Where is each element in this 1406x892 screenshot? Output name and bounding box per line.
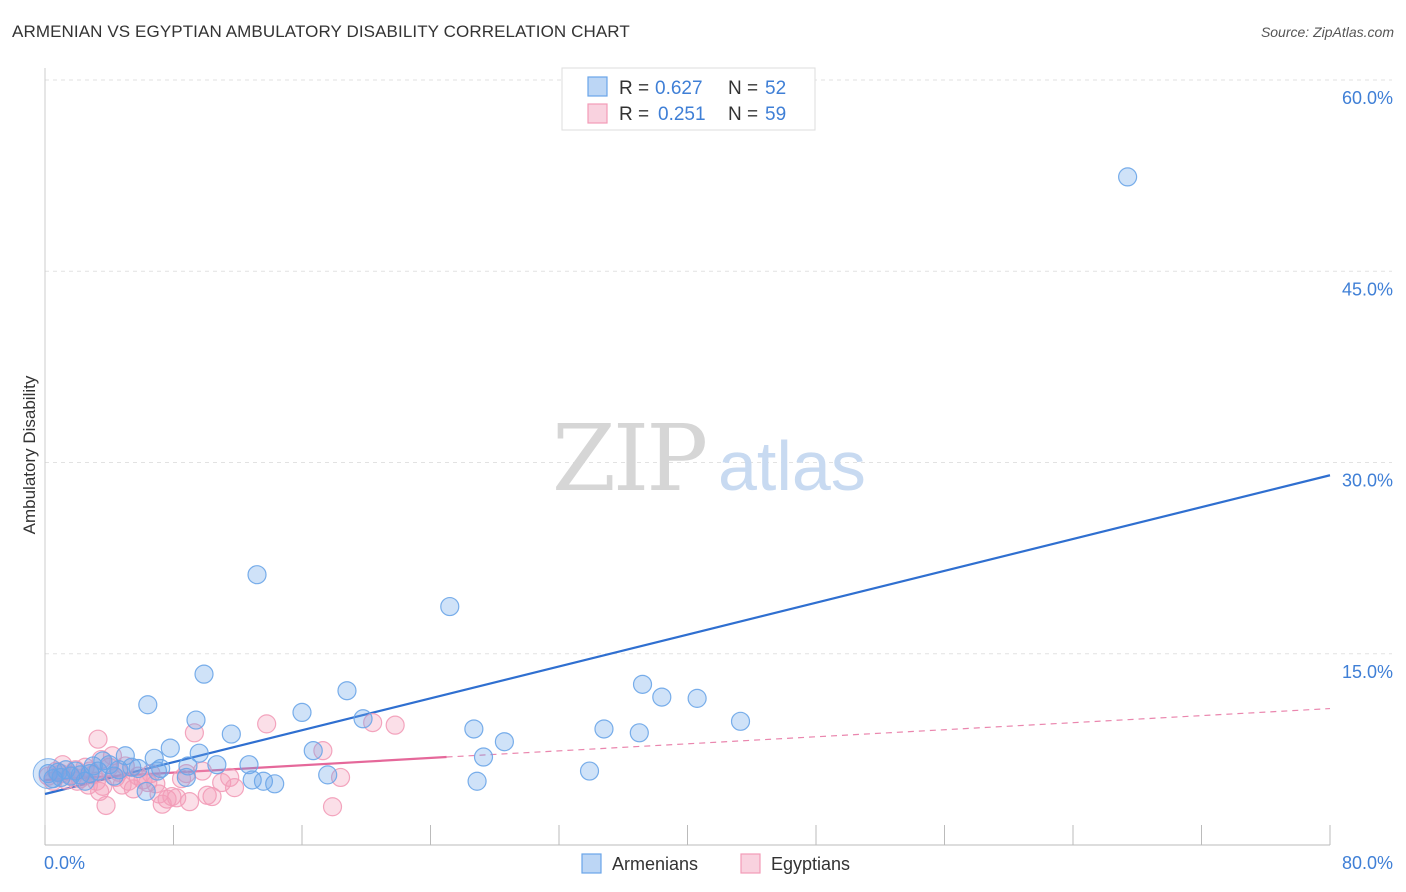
y-axis-label: Ambulatory Disability (20, 375, 39, 534)
armenians-point-54 (1118, 167, 1138, 187)
armenians-point-19 (136, 781, 156, 802)
egyptians-point-46 (322, 797, 343, 817)
armenians-point-17 (122, 757, 142, 777)
chart-title: ARMENIAN VS EGYPTIAN AMBULATORY DISABILI… (12, 22, 630, 41)
source-label: Source: ZipAtlas.com (1260, 24, 1394, 40)
armenian-points (32, 167, 1138, 802)
armenians-point-47 (579, 761, 600, 781)
armenians-point-48 (594, 719, 614, 739)
grid-lines (45, 79, 1392, 655)
armenians-point-22 (147, 761, 168, 781)
egyptians-point-42 (220, 767, 240, 788)
armenians-point-34 (247, 565, 267, 585)
armenians-point-50 (632, 674, 653, 694)
armenians-point-43 (464, 719, 484, 739)
watermark-zip: ZIP (552, 405, 705, 512)
y-tick-labels: 15.0% 30.0% 45.0% 60.0% (1342, 88, 1393, 682)
x-tick-labels: 0.0% 80.0% (44, 853, 1393, 873)
armenians-point-37 (292, 702, 312, 723)
legend-r-egyptians: 0.251 (658, 104, 706, 125)
armenians-point-53 (730, 711, 751, 731)
bottom-legend-egyptians: Egyptians (771, 854, 850, 874)
bottom-legend-swatch-egyptians (740, 853, 761, 874)
egyptians-point-44 (257, 714, 277, 734)
legend: R = 0.627 N = 52 R = 0.251 N = 59 (561, 67, 816, 131)
trend-line-egyptians-2 (446, 707, 1331, 758)
armenians-point-45 (473, 747, 494, 767)
bottom-legend-armenians: Armenians (612, 854, 698, 874)
egyptians-point-12 (90, 781, 110, 802)
bottom-legend-swatch-armenians (581, 853, 602, 874)
armenians-point-20 (138, 695, 158, 715)
armenians-point-46 (494, 732, 514, 752)
legend-n-armenians: 52 (765, 78, 786, 99)
armenians-point-30 (207, 755, 227, 775)
armenians-point-27 (186, 710, 206, 730)
armenians-point-28 (189, 743, 209, 763)
legend-r-label-egyptians: R = (619, 104, 649, 125)
armenians-point-cluster (32, 758, 64, 790)
y-tick-label-0: 15.0% (1342, 662, 1393, 682)
armenians-point-23 (151, 758, 171, 779)
armenians-point-24 (160, 738, 180, 758)
x-tick-label-1: 80.0% (1342, 853, 1393, 873)
armenians-point-31 (221, 724, 241, 744)
armenians-point-26 (178, 756, 198, 776)
armenians-point-40 (337, 681, 357, 701)
egyptians-point-33 (167, 788, 187, 808)
egyptians-point-15 (96, 795, 116, 816)
armenians-point-36 (265, 774, 285, 794)
armenians-point-52 (687, 688, 707, 708)
axes (44, 68, 1331, 846)
armenians-point-18 (128, 758, 148, 779)
y-tick-label-3: 60.0% (1342, 88, 1393, 108)
legend-r-armenians: 0.627 (655, 78, 703, 99)
x-tick-label-0: 0.0% (44, 853, 85, 873)
trend-line-armenians-0 (44, 474, 1331, 796)
armenians-point-35 (253, 771, 274, 791)
trend-lines (44, 474, 1331, 796)
armenians-point-49 (629, 723, 649, 743)
armenians-point-51 (652, 687, 672, 707)
armenians-point-41 (353, 709, 373, 729)
legend-n-egyptians: 59 (765, 104, 786, 125)
legend-swatch-egyptians (587, 103, 608, 124)
legend-r-label-armenians: R = (619, 78, 649, 99)
legend-n-label-egyptians: N = (728, 104, 758, 125)
armenians-point-39 (318, 765, 338, 785)
armenians-point-29 (194, 664, 214, 684)
bottom-legend: Armenians Egyptians (581, 853, 850, 874)
armenians-point-16 (115, 746, 135, 766)
egyptians-point-48 (363, 712, 383, 733)
armenians-point-13 (99, 755, 119, 775)
armenians-point-42 (440, 596, 460, 617)
egyptians-point-50 (88, 729, 108, 749)
watermark: ZIP atlas (552, 405, 866, 512)
watermark-atlas: atlas (718, 427, 866, 505)
armenians-point-38 (303, 741, 323, 761)
y-tick-label-1: 30.0% (1342, 471, 1393, 491)
egyptians-point-43 (224, 778, 245, 798)
armenians-point-32 (239, 755, 259, 775)
armenians-point-21 (144, 748, 164, 768)
egyptians-point-40 (202, 786, 222, 807)
legend-swatch-armenians (587, 76, 608, 97)
egyptians-point-45 (313, 741, 333, 761)
armenians-point-44 (467, 771, 487, 791)
y-tick-label-2: 45.0% (1342, 279, 1393, 299)
legend-n-label-armenians: N = (728, 78, 758, 99)
legend-box (561, 67, 816, 131)
egyptians-point-36 (179, 792, 200, 812)
egyptians-point-49 (385, 715, 405, 735)
